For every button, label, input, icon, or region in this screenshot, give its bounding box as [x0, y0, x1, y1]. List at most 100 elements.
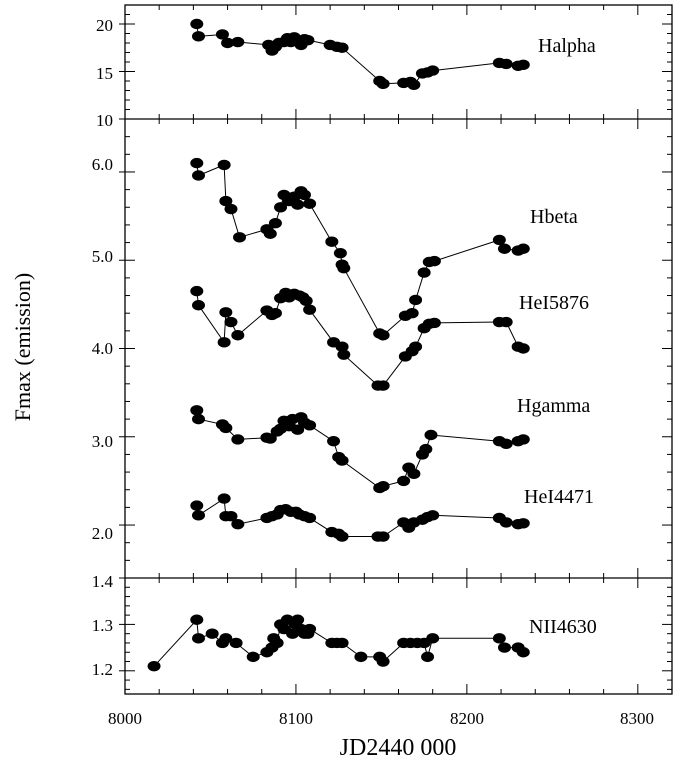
- data-point-hgamma: [419, 443, 433, 455]
- data-point-hei4471: [516, 518, 530, 529]
- data-point-hei5876: [376, 380, 390, 391]
- bottom-panel-y-tick-labels: 1.2 1.3 1.4: [92, 572, 114, 679]
- data-point-nii4630: [421, 651, 435, 663]
- series-label-hgamma: Hgamma: [517, 395, 590, 417]
- data-point-nii4630: [229, 637, 243, 649]
- y-tick-label: 3.0: [92, 432, 113, 451]
- data-point-hbeta: [516, 243, 530, 254]
- y-tick-label: 20: [96, 16, 113, 35]
- data-point-hbeta: [492, 234, 506, 246]
- x-tick-label: 8000: [108, 709, 142, 728]
- data-point-hbeta: [224, 203, 238, 215]
- data-point-hgamma: [335, 455, 349, 466]
- data-point-hbeta: [376, 330, 390, 341]
- data-point-hgamma: [219, 422, 233, 434]
- data-point-nii4630: [516, 647, 530, 658]
- data-point-nii4630: [497, 642, 511, 653]
- data-point-halpha: [190, 18, 204, 30]
- series-label-hei5876: HeI5876: [519, 292, 589, 314]
- data-point-hei4471: [499, 517, 513, 528]
- data-point-hei4471: [426, 510, 440, 521]
- series-line-hei4471: [196, 497, 524, 537]
- series-label-halpha: Halpha: [538, 35, 596, 57]
- data-point-hei5876: [335, 341, 349, 352]
- data-point-nii4630: [426, 633, 440, 644]
- data-point-nii4630: [335, 637, 349, 649]
- data-point-hgamma: [499, 438, 513, 450]
- data-point-nii4630: [492, 633, 506, 644]
- data-point-hgamma: [327, 435, 341, 447]
- plot-area: [147, 18, 530, 672]
- data-point-hbeta: [405, 307, 419, 319]
- data-point-hei5876: [231, 330, 245, 341]
- data-point-hei5876: [499, 316, 513, 328]
- top-panel-y-tick-labels: 10 15 20: [96, 16, 113, 130]
- data-point-hbeta: [409, 294, 423, 306]
- y-axis-title: Fmax (emission): [10, 273, 35, 422]
- data-point-hgamma: [303, 420, 317, 431]
- data-point-halpha: [376, 78, 390, 90]
- data-point-hbeta: [219, 195, 233, 207]
- data-point-hgamma: [192, 413, 206, 425]
- data-point-hei5876: [219, 307, 233, 318]
- series-line-hgamma: [196, 410, 524, 489]
- data-point-hei5876: [268, 307, 282, 319]
- data-point-halpha: [221, 37, 235, 49]
- data-point-nii4630: [354, 651, 368, 663]
- data-point-hgamma: [263, 433, 277, 444]
- y-tick-label: 1.3: [92, 616, 113, 635]
- data-point-hei5876: [516, 343, 530, 354]
- data-point-nii4630: [291, 614, 305, 625]
- data-point-hgamma: [190, 405, 204, 416]
- data-point-hgamma: [231, 434, 245, 445]
- data-point-halpha: [192, 31, 206, 42]
- data-point-nii4630: [192, 633, 206, 644]
- plot-border: [124, 4, 673, 695]
- data-point-hei5876: [427, 317, 441, 329]
- data-point-hbeta: [497, 243, 511, 254]
- data-point-hbeta: [291, 199, 305, 210]
- data-point-nii4630: [190, 614, 204, 625]
- data-point-nii4630: [147, 660, 161, 672]
- x-tick-label: 8100: [279, 709, 313, 728]
- data-point-hbeta: [417, 267, 431, 278]
- series-label-hbeta: Hbeta: [530, 206, 578, 228]
- middle-panel-y-tick-labels: 2.0 3.0 4.0 5.0 6.0: [92, 155, 113, 543]
- data-point-hgamma: [516, 434, 530, 445]
- data-point-hgamma: [397, 475, 411, 487]
- data-point-hei5876: [190, 285, 204, 297]
- y-tick-label: 4.0: [92, 339, 113, 358]
- data-point-nii4630: [376, 656, 390, 667]
- data-point-hei4471: [224, 511, 238, 522]
- data-point-hei4471: [335, 531, 349, 542]
- y-tick-label: 15: [96, 64, 113, 83]
- x-axis-title: JD2440 000: [340, 735, 457, 761]
- data-point-hgamma: [291, 424, 305, 435]
- data-point-halpha: [335, 42, 349, 53]
- data-point-hei5876: [192, 300, 206, 311]
- data-point-hei4471: [217, 493, 231, 504]
- series-line-hei5876: [196, 291, 524, 387]
- data-point-halpha: [516, 59, 530, 71]
- data-point-nii4630: [303, 623, 317, 635]
- data-point-hbeta: [274, 202, 288, 213]
- y-tick-label: 2.0: [92, 524, 113, 543]
- data-point-hbeta: [297, 189, 311, 201]
- y-tick-label: 1.2: [92, 660, 113, 679]
- data-point-hbeta: [303, 198, 317, 209]
- data-point-hei5876: [337, 349, 351, 360]
- data-point-nii4630: [205, 628, 219, 639]
- data-point-hbeta: [190, 157, 204, 169]
- data-point-halpha: [426, 65, 440, 76]
- data-point-hbeta: [325, 236, 339, 247]
- x-tick-label: 8200: [450, 709, 484, 728]
- data-point-hbeta: [337, 262, 351, 274]
- data-point-hei5876: [303, 304, 317, 315]
- data-point-hbeta: [427, 255, 441, 267]
- y-tick-label: 6.0: [92, 155, 113, 174]
- data-point-halpha: [215, 29, 229, 40]
- data-point-hbeta: [333, 247, 347, 259]
- data-point-halpha: [231, 36, 245, 48]
- data-point-nii4630: [219, 633, 233, 644]
